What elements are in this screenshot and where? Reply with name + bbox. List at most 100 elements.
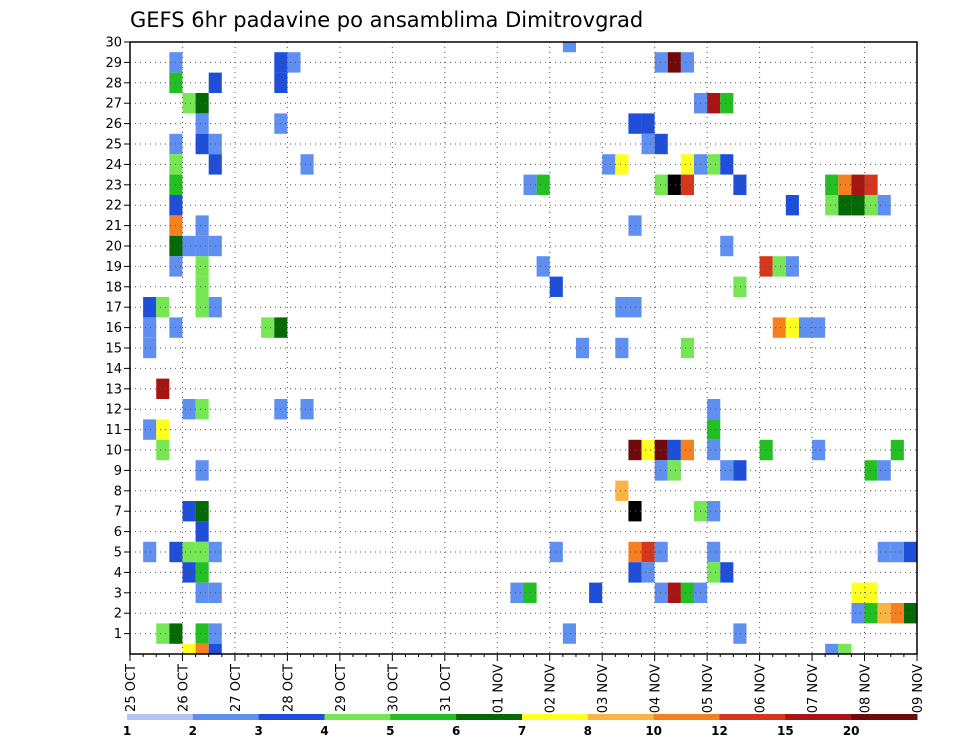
heatmap-cell [195,276,209,297]
y-tick-label: 26 [105,117,122,132]
legend-swatch [390,714,457,720]
heatmap-cell [680,52,695,73]
heatmap-cell [733,460,747,481]
heatmap-cell [838,174,852,195]
legend-label: 2 [189,724,197,738]
heatmap-cell [156,297,170,318]
heatmap-cell [195,521,209,542]
legend-swatch [127,714,194,720]
y-tick-label: 29 [105,56,122,71]
x-tick-label: 27 OCT [229,664,244,712]
x-tick-label: 01 NOV [491,664,506,713]
heatmap-cell [208,643,222,654]
heatmap-cell [195,623,209,644]
heatmap-cell [549,276,563,297]
heatmap-cell [851,174,865,195]
heatmap-cell [812,317,826,338]
heatmap-cell [615,297,629,318]
y-tick-label: 21 [105,219,122,234]
heatmap-cell [785,195,799,216]
plot-frame [129,41,918,655]
heatmap-cell [890,439,904,461]
heatmap-cell [680,154,695,175]
heatmap-cell [759,256,773,277]
heatmap-cell [549,541,563,563]
heatmap-cell [851,603,865,624]
heatmap-cell [615,337,629,359]
heatmap-cell [195,235,209,257]
y-tick-label: 10 [105,444,122,459]
heatmap-cell [195,643,209,654]
heatmap-cell [680,582,695,603]
legend-label: 10 [645,724,662,738]
heatmap-cell [182,399,196,420]
x-tick-label: 31 OCT [439,664,454,712]
heatmap-cell [707,419,721,440]
x-tick-label: 09 NOV [911,664,926,713]
heatmap-cell [628,501,642,522]
y-tick-label: 22 [105,199,122,214]
heatmap-cell [615,154,629,175]
heatmap-cell [667,460,681,481]
heatmap-cell [864,460,878,481]
x-tick-label: 07 NOV [806,664,821,713]
heatmap-cell [680,439,695,461]
heatmap-cell [182,643,196,654]
heatmap-cell [864,195,878,216]
chart-title: GEFS 6hr padavine po ansamblima Dimitrov… [130,8,643,32]
heatmap-cell [510,582,524,603]
heatmap-cells [143,42,917,654]
heatmap-cell [733,623,747,644]
legend-label: 1 [123,724,131,738]
y-tick-label: 14 [105,362,122,377]
legend-swatch [851,714,918,720]
heatmap-cell [195,93,209,114]
heatmap-cell [195,133,209,155]
heatmap-cell [667,439,681,461]
heatmap-cell [654,133,668,155]
legend-swatch [456,714,523,720]
y-tick-label: 4 [114,566,122,581]
heatmap-cell [707,93,721,114]
heatmap-cell [772,317,786,338]
heatmap-cell [680,337,695,359]
heatmap-cell [575,337,590,359]
heatmap-cell [143,337,157,359]
heatmap-cell [536,256,550,277]
heatmap-cell [628,439,642,461]
heatmap-cell [195,113,209,134]
heatmap-cell [641,562,655,583]
y-tick-label: 24 [105,158,122,173]
heatmap-cell [195,215,209,236]
y-tick-label: 7 [114,505,122,520]
legend-label: 15 [777,724,794,738]
heatmap-cell [838,643,852,654]
x-tick-label: 04 NOV [649,664,664,713]
grid-lines [130,42,917,654]
heatmap-cell [720,562,734,583]
y-tick-label: 9 [114,464,122,479]
heatmap-cell [195,582,209,603]
legend-swatch [653,714,720,720]
heatmap-cell [182,541,196,563]
heatmap-cell [195,501,209,522]
heatmap-cell [812,439,826,461]
heatmap-cell [759,439,773,461]
heatmap-cell [641,113,655,134]
heatmap-cell [182,562,196,583]
y-tick-label: 20 [105,240,122,255]
heatmap-cell [877,603,891,624]
heatmap-cell [654,439,668,461]
heatmap-cell [287,52,301,73]
y-tick-label: 25 [105,138,122,153]
heatmap-cell [720,154,734,175]
y-tick-label: 12 [105,403,122,418]
heatmap-cell [628,215,642,236]
legend-label: 20 [843,724,860,738]
x-tick-label: 05 NOV [701,664,716,713]
heatmap-cell [195,460,209,481]
heatmap-cell [720,93,734,114]
heatmap-cell [641,541,655,563]
heatmap-cell [628,297,642,318]
